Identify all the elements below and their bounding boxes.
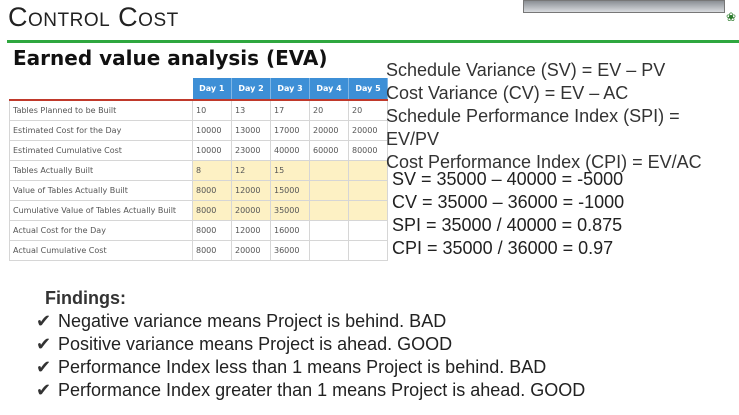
calculation-list: SV = 35000 – 40000 = -5000 CV = 35000 – … — [392, 168, 624, 260]
findings-title: Findings: — [45, 288, 126, 308]
slide-title: Control Cost — [8, 2, 179, 32]
table-cell — [309, 180, 349, 201]
column-header: Day 4 — [309, 78, 349, 100]
table-cell: 20 — [348, 100, 388, 121]
table-row: Tables Planned to be Built 10 13 17 20 20 — [9, 100, 388, 121]
table-cell: 80000 — [348, 140, 388, 161]
findings-list: ✔ Negative variance means Project is beh… — [36, 310, 585, 402]
table-cell — [348, 240, 388, 261]
column-header: Day 3 — [270, 78, 310, 100]
table-cell: 20 — [309, 100, 349, 121]
table-row: Tables Actually Built 8 12 15 — [9, 160, 388, 181]
table-cell — [309, 160, 349, 181]
table-cell: 10 — [192, 100, 232, 121]
table-cell: 10000 — [192, 140, 232, 161]
table-cell: 13 — [231, 100, 271, 121]
finding-text: Performance Index less than 1 means Proj… — [58, 357, 547, 377]
table-cell: 23000 — [231, 140, 271, 161]
finding-text: Performance Index greater than 1 means P… — [58, 380, 586, 400]
eva-table: Day 1 Day 2 Day 3 Day 4 Day 5 Tables Pla… — [9, 78, 388, 261]
table-cell: 20000 — [231, 200, 271, 221]
table-cell — [348, 160, 388, 181]
title-divider — [7, 40, 739, 43]
finding-item: ✔ Performance Index greater than 1 means… — [36, 379, 585, 402]
table-cell — [348, 220, 388, 241]
table-row: Estimated Cost for the Day 10000 13000 1700… — [9, 120, 388, 141]
table-cell: 12 — [231, 160, 271, 181]
finding-item: ✔ Positive variance means Project is ahe… — [36, 333, 585, 356]
calculation-line: CPI = 35000 / 36000 = 0.97 — [392, 238, 614, 258]
table-row: Actual Cumulative Cost 8000 20000 36000 — [9, 240, 388, 261]
formula-line: Cost Variance (CV) = EV – AC — [386, 83, 629, 103]
table-cell: 36000 — [270, 240, 310, 261]
table-cell: 10000 — [192, 120, 232, 141]
table-cell: 15 — [270, 160, 310, 181]
table-cell — [309, 220, 349, 241]
table-cell: 12000 — [231, 220, 271, 241]
table-cell: 12000 — [231, 180, 271, 201]
check-icon: ✔ — [36, 357, 52, 377]
table-cell — [309, 240, 349, 261]
formula-line: EV/PV — [386, 129, 440, 149]
row-label: Estimated Cost for the Day — [9, 120, 193, 141]
column-header: Day 1 — [192, 78, 232, 100]
header-photo — [523, 0, 725, 13]
table-cell: 20000 — [231, 240, 271, 261]
formula-line: Cost Performance Index (CPI) = EV/AC — [386, 152, 702, 172]
table-cell: 8000 — [192, 180, 232, 201]
row-label: Actual Cost for the Day — [9, 220, 193, 241]
table-header-row: Day 1 Day 2 Day 3 Day 4 Day 5 — [9, 78, 388, 100]
row-label: Tables Planned to be Built — [9, 100, 193, 121]
table-cell — [309, 200, 349, 221]
table-cell: 20000 — [348, 120, 388, 141]
check-icon: ✔ — [36, 334, 52, 354]
calculation-line: SPI = 35000 / 40000 = 0.875 — [392, 215, 623, 235]
row-label: Estimated Cumulative Cost — [9, 140, 193, 161]
finding-text: Negative variance means Project is behin… — [58, 311, 447, 331]
row-label: Cumulative Value of Tables Actually Buil… — [9, 200, 193, 221]
table-row: Estimated Cumulative Cost 10000 23000 40000… — [9, 140, 388, 161]
table-cell: 15000 — [270, 180, 310, 201]
formula-line: Schedule Performance Index (SPI) = — [386, 106, 680, 126]
table-row: Actual Cost for the Day 8000 12000 16000 — [9, 220, 388, 241]
logo-icon: ❀ — [726, 10, 737, 24]
table-cell: 13000 — [231, 120, 271, 141]
table-cell: 8000 — [192, 240, 232, 261]
table-cell: 16000 — [270, 220, 310, 241]
table-cell: 8 — [192, 160, 232, 181]
slide-subtitle: Earned value analysis (EVA) — [13, 46, 328, 70]
formula-line: Schedule Variance (SV) = EV – PV — [386, 60, 666, 80]
check-icon: ✔ — [36, 380, 52, 400]
table-cell: 8000 — [192, 220, 232, 241]
formula-list: Schedule Variance (SV) = EV – PV Cost Va… — [386, 59, 702, 174]
table-header-blank — [10, 78, 193, 100]
finding-item: ✔ Performance Index less than 1 means Pr… — [36, 356, 585, 379]
check-icon: ✔ — [36, 311, 52, 331]
column-header: Day 2 — [231, 78, 271, 100]
calculation-line: CV = 35000 – 36000 = -1000 — [392, 192, 625, 212]
column-header: Day 5 — [348, 78, 388, 100]
table-cell: 35000 — [270, 200, 310, 221]
table-row: Value of Tables Actually Built 8000 12000 1… — [9, 180, 388, 201]
finding-item: ✔ Negative variance means Project is beh… — [36, 310, 585, 333]
table-row: Cumulative Value of Tables Actually Buil… — [9, 200, 388, 221]
row-label: Value of Tables Actually Built — [9, 180, 193, 201]
finding-text: Positive variance means Project is ahead… — [58, 334, 453, 354]
table-cell: 60000 — [309, 140, 349, 161]
table-cell: 40000 — [270, 140, 310, 161]
table-cell: 17 — [270, 100, 310, 121]
table-cell: 20000 — [309, 120, 349, 141]
calculation-line: SV = 35000 – 40000 = -5000 — [392, 169, 624, 189]
table-cell: 17000 — [270, 120, 310, 141]
row-label: Tables Actually Built — [9, 160, 193, 181]
row-label: Actual Cumulative Cost — [9, 240, 193, 261]
table-cell — [348, 200, 388, 221]
table-body: Tables Planned to be Built 10 13 17 20 20 Esti… — [9, 100, 388, 261]
table-cell — [348, 180, 388, 201]
table-cell: 8000 — [192, 200, 232, 221]
